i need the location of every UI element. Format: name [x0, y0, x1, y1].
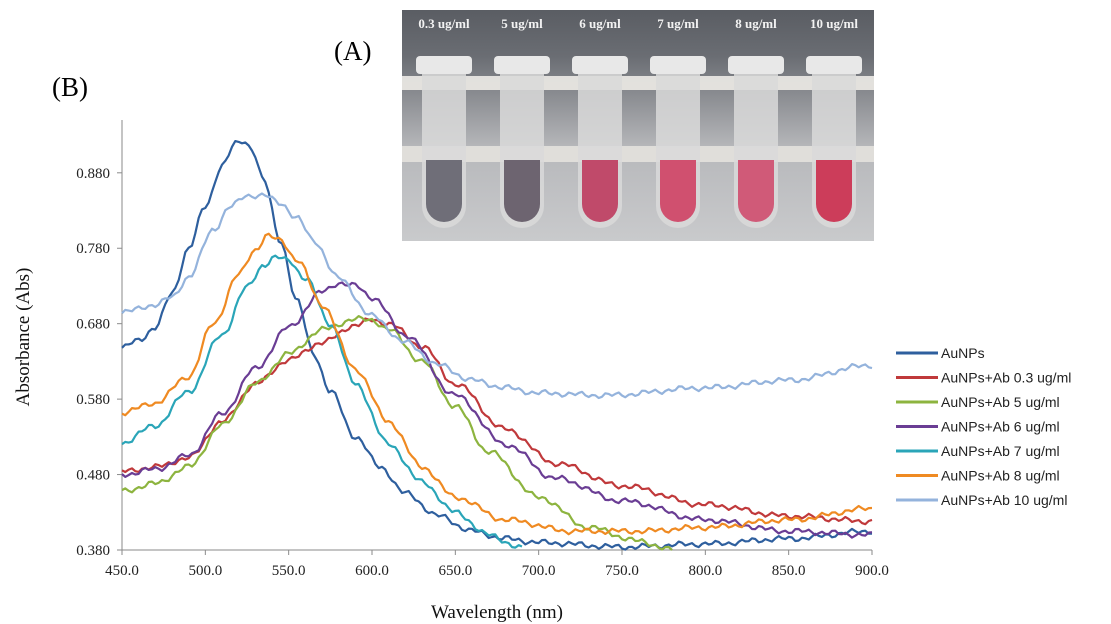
tube-label: 7 ug/ml [657, 16, 699, 31]
rack-bottom-bar [402, 146, 874, 162]
legend: AuNPs AuNPs+Ab 0.3 ug/ml AuNPs+Ab 5 ug/ml A… [896, 345, 1071, 508]
legend-label: AuNPs+Ab 5 ug/ml [941, 394, 1060, 410]
x-axis-title: Wavelength (nm) [431, 602, 563, 623]
sample-tube [572, 48, 628, 228]
sample-tube [806, 48, 862, 228]
tube-cap [572, 56, 628, 74]
tube-label: 0.3 ug/ml [418, 16, 470, 31]
y-tick-label: 0.780 [76, 241, 110, 257]
x-tick-label: 850.0 [772, 563, 806, 579]
series-line-1 [121, 317, 873, 526]
tube-cap [650, 56, 706, 74]
tube-cap [806, 56, 862, 74]
legend-label: AuNPs+Ab 0.3 ug/ml [941, 370, 1071, 386]
tube-label: 5 ug/ml [501, 16, 543, 31]
legend-label: AuNPs+Ab 10 ug/ml [941, 492, 1067, 508]
legend-label: AuNPs+Ab 8 ug/ml [941, 468, 1060, 484]
x-tick-label: 650.0 [438, 563, 472, 579]
series-line-6 [121, 192, 873, 400]
tube-cap [416, 56, 472, 74]
x-tick-label: 600.0 [355, 563, 389, 579]
tube-fluid [582, 160, 618, 222]
y-tick-label: 0.580 [76, 392, 110, 408]
y-tick-label: 0.680 [76, 317, 110, 333]
sample-tube [728, 48, 784, 228]
y-tick-label: 0.380 [76, 543, 110, 559]
tubes-photo: 0.3 ug/ml 5 ug/ml 6 ug/ml 7 ug/ml 8 ug/ml 10 … [402, 10, 874, 241]
sample-tube [416, 48, 472, 228]
tube-fluid [660, 160, 696, 222]
series-line-4 [121, 254, 523, 549]
series-line-2 [121, 315, 673, 551]
series-layer [121, 140, 873, 551]
tube-fluid [816, 160, 852, 222]
legend-label: AuNPs [941, 345, 985, 361]
panel-label-b: (B) [52, 72, 88, 102]
tube-fluid [504, 160, 540, 222]
x-tick-label: 550.0 [272, 563, 306, 579]
x-tick-label: 800.0 [688, 563, 722, 579]
tube-label: 10 ug/ml [809, 16, 859, 31]
tube-label: 6 ug/ml [579, 16, 621, 31]
y-tick-label: 0.480 [76, 468, 110, 484]
x-tick-label: 500.0 [188, 563, 222, 579]
sample-tube [494, 48, 550, 228]
sample-tube [650, 48, 706, 228]
x-tick-label: 900.0 [855, 563, 889, 579]
series-line-5 [121, 232, 873, 536]
tube-cap [494, 56, 550, 74]
tube-cap [728, 56, 784, 74]
x-tick-label: 450.0 [105, 563, 139, 579]
x-tick-label: 750.0 [605, 563, 639, 579]
y-axis-title: Absorbance (Abs) [13, 268, 34, 407]
series-line-3 [121, 281, 873, 539]
y-tick-label: 0.880 [76, 166, 110, 182]
x-tick-label: 700.0 [522, 563, 556, 579]
legend-label: AuNPs+Ab 6 ug/ml [941, 419, 1060, 435]
axes-layer: 450.0 500.0 550.0 600.0 650.0 700.0 750.0 800.0… [76, 120, 889, 579]
legend-label: AuNPs+Ab 7 ug/ml [941, 443, 1060, 459]
tube-fluid [738, 160, 774, 222]
tube-label: 8 ug/ml [735, 16, 777, 31]
panel-label-a: (A) [334, 36, 372, 66]
tube-fluid [426, 160, 462, 222]
rack-top-bar [402, 76, 874, 90]
